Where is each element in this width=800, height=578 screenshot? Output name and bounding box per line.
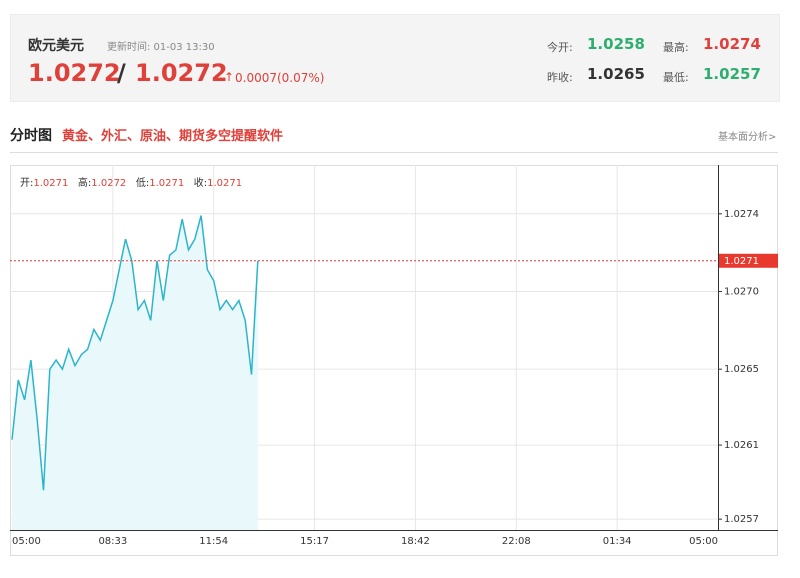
promo-link[interactable]: 黄金、外汇、原油、期货多空提醒软件	[62, 129, 284, 144]
stat-label: 今开:	[547, 41, 573, 54]
section-title: 分时图	[10, 128, 52, 144]
symbol-name: 欧元美元	[28, 38, 84, 54]
stat-label: 最高:	[663, 41, 689, 54]
x-tick-label: 05:00	[12, 536, 41, 547]
y-tick-label: 1.0274	[724, 209, 759, 220]
y-tick-label: 1.0270	[724, 286, 759, 297]
area-fill	[12, 215, 258, 530]
price-change: 0.0007(0.07%)	[235, 71, 325, 85]
up-arrow: ↑	[224, 70, 235, 84]
x-tick-label: 22:08	[502, 536, 531, 547]
ohlc-label: 开:	[20, 178, 34, 189]
ohlc-label: 高:	[77, 178, 92, 189]
y-tick-label: 1.0265	[724, 364, 759, 375]
current-price-tag	[719, 253, 778, 268]
divider	[10, 152, 778, 153]
y-tick-label: 1.0257	[724, 514, 759, 525]
x-tick-label: 08:33	[98, 536, 127, 547]
ohlc-value: 1.0271	[149, 178, 185, 189]
stat-label: 昨收:	[547, 71, 573, 84]
quote-header: 欧元美元 更新时间: 01-03 13:30 1.0272 / 1.0272 ↑…	[10, 14, 780, 102]
stat-label: 最低:	[663, 71, 689, 84]
ask-price: 1.0272	[135, 59, 228, 87]
ohlc-label: 收:	[193, 178, 208, 189]
x-tick-label: 15:17	[300, 536, 329, 547]
update-time: 更新时间: 01-03 13:30	[107, 42, 215, 53]
x-tick-label: 05:00	[689, 536, 718, 547]
stat-value: 1.0257	[703, 65, 761, 83]
ohlc-row: 开:1.0271 高:1.0272 低:1.0271 收:1.0271	[20, 174, 242, 189]
ohlc-value: 1.0271	[33, 178, 69, 189]
x-tick-label: 18:42	[401, 536, 430, 547]
x-tick-label: 11:54	[199, 536, 228, 547]
stat-value: 1.0265	[587, 65, 645, 83]
ohlc-value: 1.0272	[91, 178, 127, 189]
analysis-link[interactable]: 基本面分析>	[718, 132, 777, 143]
current-price-label: 1.0271	[724, 256, 759, 267]
x-tick-label: 01:34	[603, 536, 632, 547]
chart-frame	[10, 165, 778, 556]
bid-price: 1.0272	[28, 59, 121, 87]
y-tick-label: 1.0261	[724, 440, 759, 451]
separator: /	[117, 59, 126, 87]
price-line	[11, 215, 259, 491]
ohlc-value: 1.0271	[207, 178, 243, 189]
stat-value: 1.0274	[703, 35, 761, 53]
ohlc-label: 低:	[135, 178, 150, 189]
stat-value: 1.0258	[587, 35, 645, 53]
